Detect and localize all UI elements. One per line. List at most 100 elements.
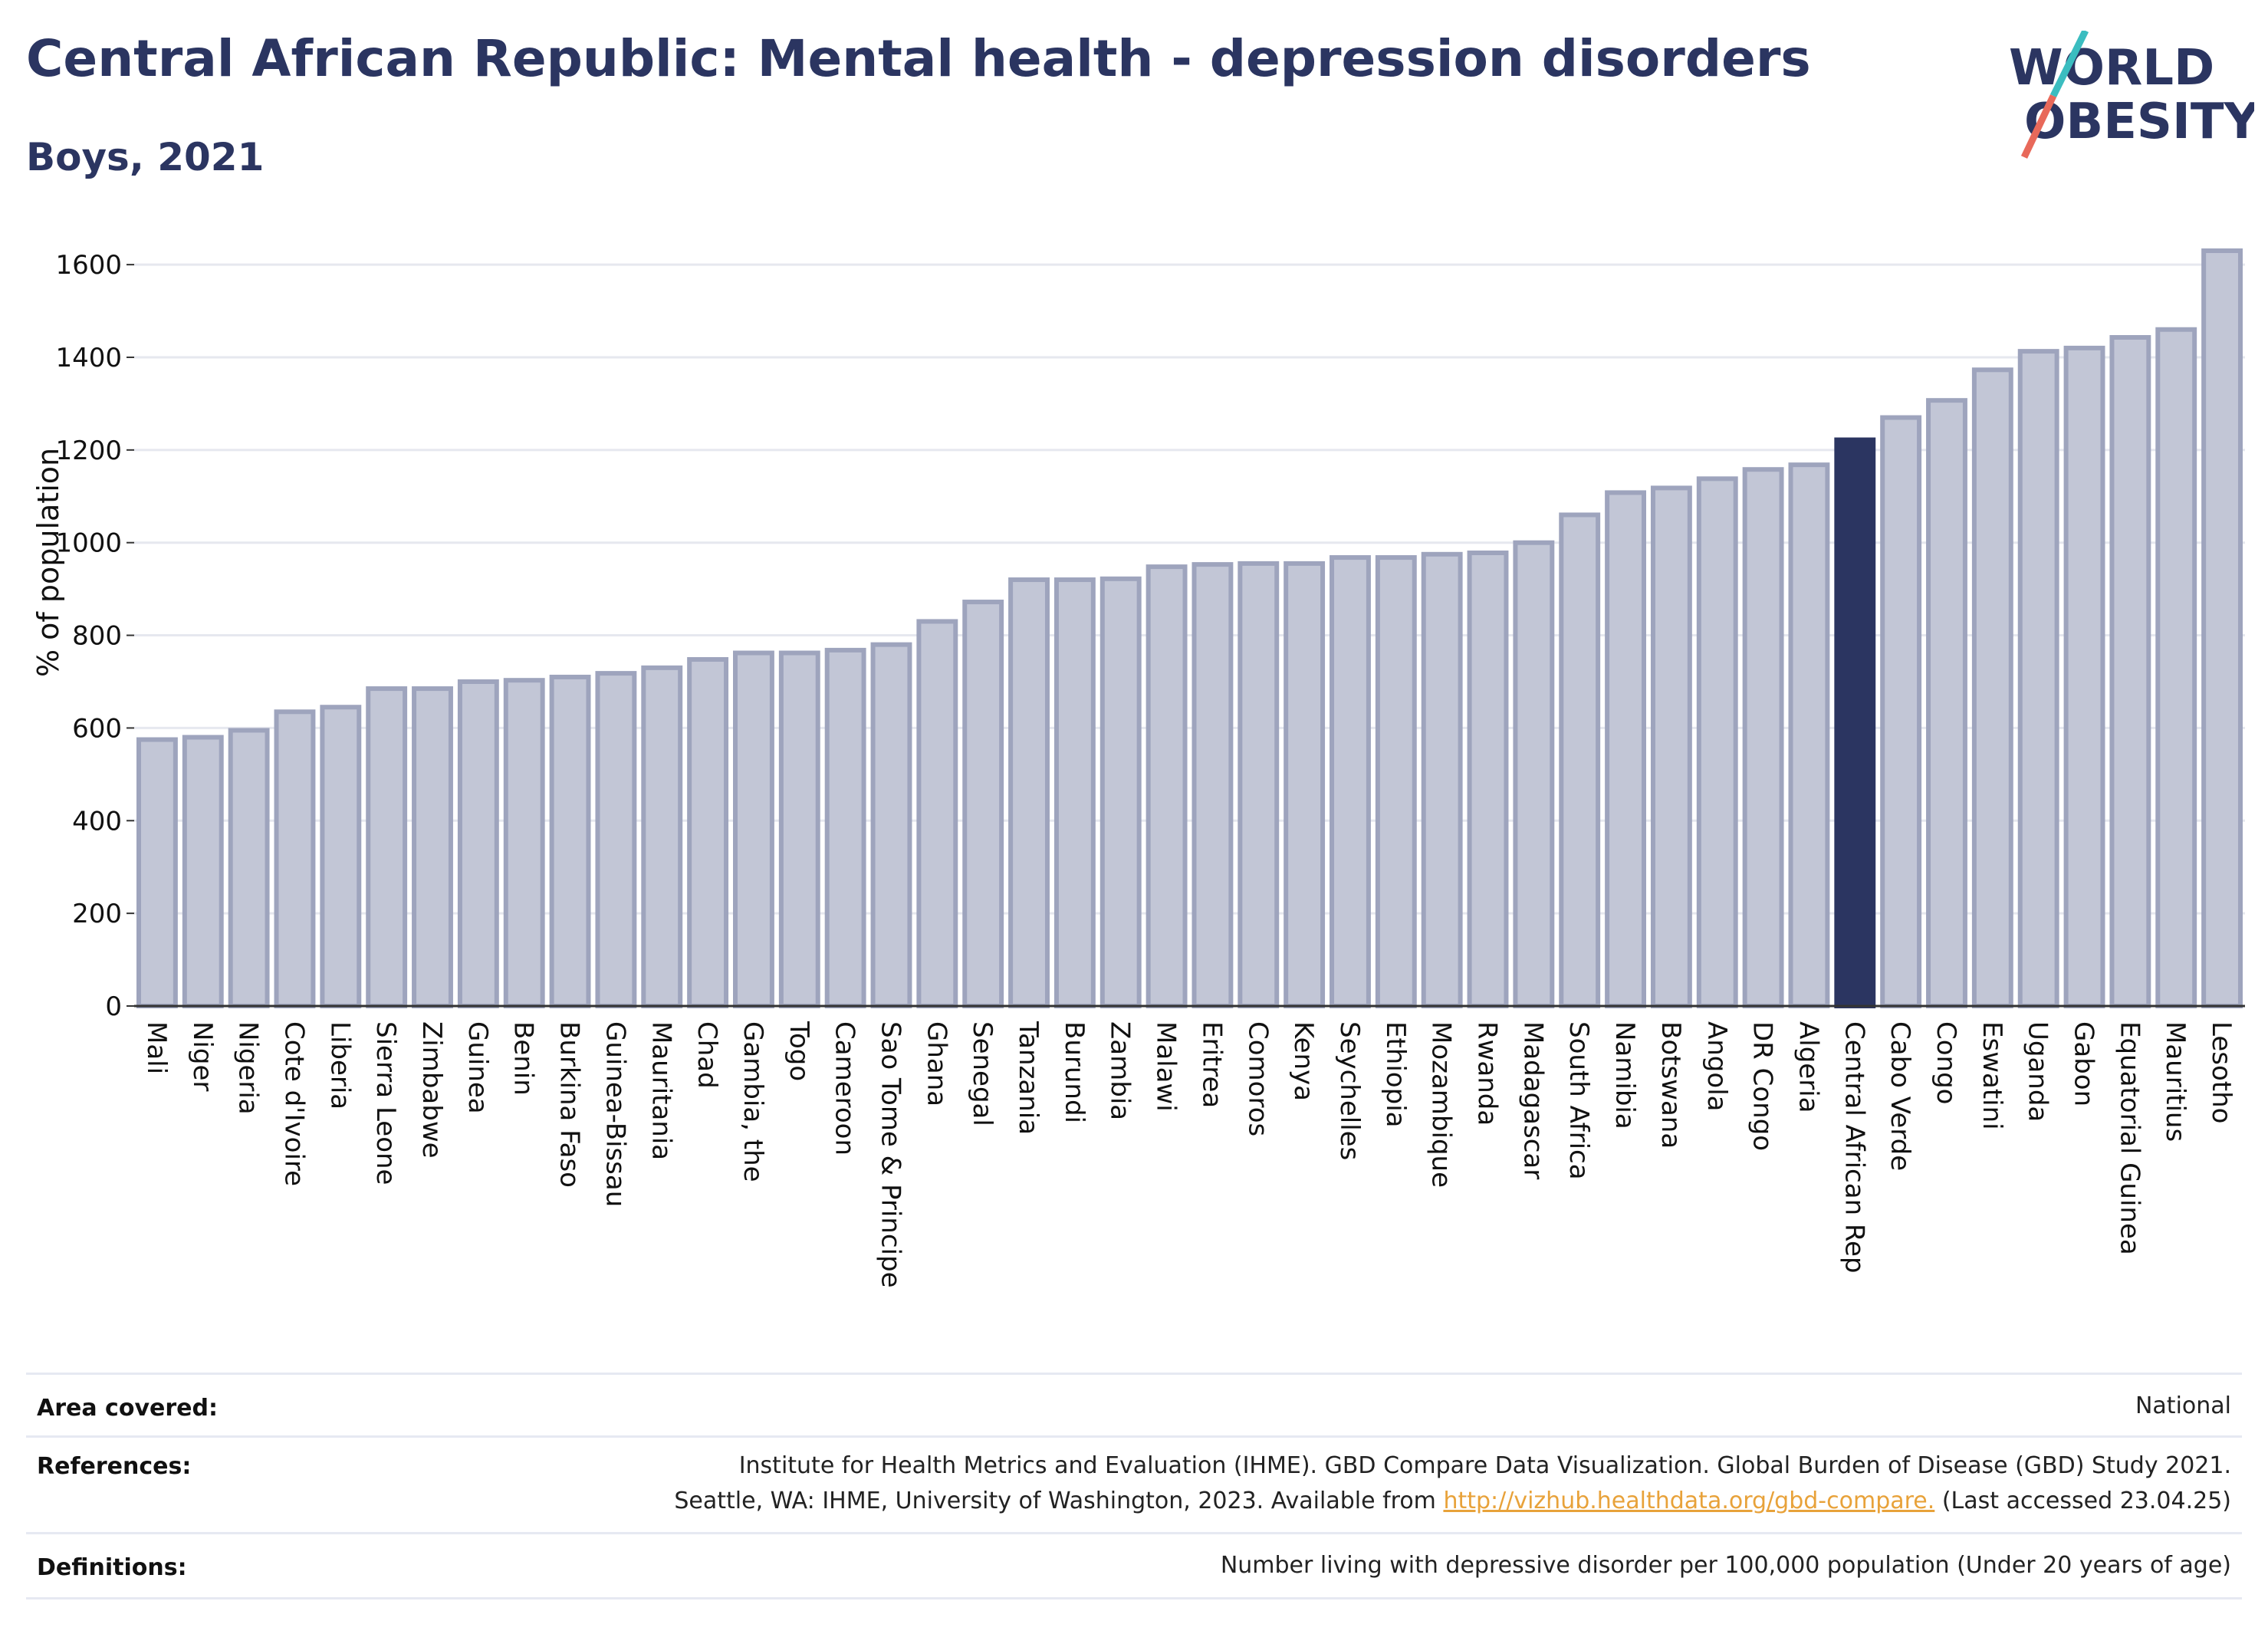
x-tick-label: Benin <box>508 1021 539 1096</box>
bar-congo <box>1926 398 1967 1009</box>
bar-ethiopia <box>1375 555 1417 1008</box>
bar-eswatini <box>1971 367 2013 1009</box>
y-tick-label: 0 <box>105 991 122 1022</box>
bar-nigeria <box>228 728 270 1009</box>
bar-cabo-verde <box>1880 415 1922 1008</box>
x-tick-label: Equatorial Guinea <box>2114 1021 2145 1255</box>
references-line2-post: (Last accessed 23.04.25) <box>1934 1488 2231 1514</box>
y-tick-label: 800 <box>72 621 122 652</box>
bar-mozambique <box>1421 551 1463 1008</box>
x-tick-label: Burundi <box>1059 1021 1090 1123</box>
meta-row-definitions: Definitions: Number living with depressi… <box>26 1532 2242 1599</box>
x-tick-label: Eritrea <box>1196 1021 1227 1108</box>
x-tick-label: Rwanda <box>1472 1021 1503 1126</box>
x-tick-label: Mozambique <box>1426 1021 1457 1188</box>
bar-kenya <box>1284 561 1326 1008</box>
bar-benin <box>503 678 545 1009</box>
logo-line1: WORLD <box>2009 40 2214 97</box>
bar-gabon <box>2063 345 2105 1009</box>
bar-burundi <box>1053 577 1096 1008</box>
x-tick-label: Congo <box>1931 1021 1961 1104</box>
logo-line2: OBESITY <box>2024 94 2254 150</box>
x-tick-label: Botswana <box>1655 1021 1686 1149</box>
x-tick-label: Nigeria <box>233 1021 264 1115</box>
bar-sierra-leone <box>366 686 408 1008</box>
x-tick-label: Lesotho <box>2206 1021 2237 1123</box>
x-tick-label: Guinea <box>462 1021 493 1114</box>
bar-mali <box>136 737 178 1009</box>
x-tick-label: Kenya <box>1288 1021 1319 1101</box>
bar-malawi <box>1146 564 1188 1008</box>
x-tick-label: Tanzania <box>1013 1021 1044 1135</box>
bar-sao-tome-principe <box>870 642 912 1008</box>
x-tick-label: Cameroon <box>830 1021 860 1156</box>
bar-equatorial-guinea <box>2109 334 2151 1008</box>
bars <box>136 248 2243 1009</box>
x-tick-label: Central African Rep <box>1839 1021 1869 1274</box>
x-tick-label: Zimbabwe <box>416 1021 447 1159</box>
page-title: Central African Republic: Mental health … <box>26 29 1811 88</box>
bar-niger <box>182 735 224 1008</box>
bar-algeria <box>1788 462 1830 1008</box>
x-tick-label: Seychelles <box>1334 1021 1365 1160</box>
x-tick-label: Togo <box>784 1021 814 1081</box>
x-tick-label: Namibia <box>1609 1021 1640 1129</box>
bar-burkina-faso <box>549 674 591 1009</box>
references-line2: Seattle, WA: IHME, University of Washing… <box>674 1484 2231 1519</box>
bar-gambia-the <box>733 650 774 1008</box>
references-link[interactable]: http://vizhub.healthdata.org/gbd-compare… <box>1443 1488 1935 1514</box>
y-tick-label: 400 <box>72 806 122 837</box>
bar-liberia <box>320 705 362 1008</box>
references-line1: Institute for Health Metrics and Evaluat… <box>738 1452 2231 1479</box>
x-tick-label: Zambia <box>1105 1021 1136 1120</box>
bar-seychelles <box>1330 555 1371 1008</box>
bar-mauritania <box>641 665 683 1009</box>
x-tick-label: Cabo Verde <box>1885 1021 1915 1171</box>
x-tick-label: Uganda <box>2023 1021 2053 1122</box>
bar-senegal <box>962 600 1004 1008</box>
x-tick-label: Senegal <box>967 1021 998 1126</box>
x-tick-label: Sao Tome & Principe <box>875 1021 906 1288</box>
x-tick-label: Gambia, the <box>738 1021 768 1182</box>
definitions-value: Number living with depressive disorder p… <box>1220 1552 2231 1579</box>
x-tick-label: Chad <box>692 1021 722 1089</box>
bar-tanzania <box>1008 577 1050 1008</box>
x-tick-label: Niger <box>187 1021 218 1091</box>
y-tick-label: 1200 <box>55 436 122 466</box>
bar-ghana <box>916 619 958 1009</box>
x-tick-label: Mali <box>141 1021 172 1074</box>
bar-uganda <box>2017 349 2059 1009</box>
bar-south-africa <box>1559 512 1601 1008</box>
y-tick-label: 1400 <box>55 343 122 373</box>
bar-namibia <box>1605 490 1646 1008</box>
bar-dr-congo <box>1742 467 1784 1009</box>
y-tick-label: 600 <box>72 713 122 744</box>
bar-chart: 0 200 400 600 800 1000 1200 1400 1600 Mali Niger N… <box>31 248 2245 1288</box>
x-tick-label: Cote d'Ivoire <box>278 1021 309 1186</box>
bar-guinea <box>457 679 499 1008</box>
bar-guinea-bissau <box>595 671 637 1008</box>
x-tick-label: Angola <box>1701 1021 1732 1111</box>
references-value: Institute for Health Metrics and Evaluat… <box>674 1448 2231 1519</box>
area-covered-value: National <box>2135 1392 2231 1419</box>
y-axis-title: % of population <box>31 448 65 677</box>
bar-chad <box>687 656 729 1008</box>
area-covered-label: Area covered: <box>37 1395 218 1422</box>
x-tick-label: Burkina Faso <box>554 1021 585 1188</box>
logo-slash-bottom <box>2020 94 2057 159</box>
x-tick-label: Madagascar <box>1517 1021 1548 1179</box>
bar-cote-d-ivoire <box>274 709 316 1008</box>
bar-central-african-rep <box>1834 437 1876 1008</box>
x-tick-label: Guinea-Bissau <box>600 1021 630 1207</box>
bar-eritrea <box>1192 562 1234 1008</box>
x-tick-label: Eswatini <box>1977 1021 2007 1130</box>
x-axis-labels: Mali Niger Nigeria Cote d'Ivoire Liberia Sier… <box>141 1021 2237 1288</box>
x-tick-label: Algeria <box>1793 1021 1823 1113</box>
bar-rwanda <box>1467 550 1509 1008</box>
bar-cameroon <box>824 647 866 1008</box>
y-tick-label: 200 <box>72 899 122 929</box>
bar-botswana <box>1650 485 1692 1009</box>
x-tick-label: Liberia <box>324 1021 355 1110</box>
meta-row-references: References: Institute for Health Metrics… <box>26 1435 2242 1534</box>
y-tick-label: 1000 <box>55 528 122 559</box>
